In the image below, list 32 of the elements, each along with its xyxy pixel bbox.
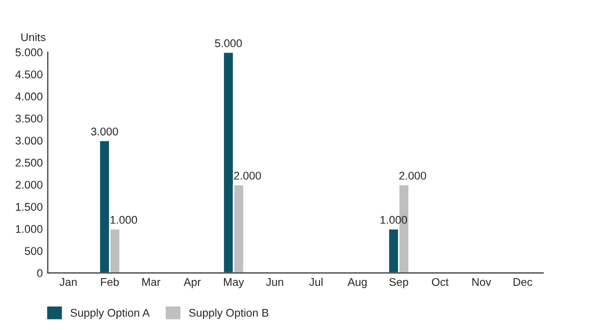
y-tick-label: 2.000: [16, 180, 42, 189]
data-label: 5.000: [214, 39, 242, 48]
x-tick-label: Nov: [472, 278, 492, 286]
x-tick-label: Feb: [101, 278, 119, 286]
data-label: 2.000: [234, 172, 261, 180]
y-tick-label: 4.500: [15, 70, 42, 78]
data-label: 1.000: [380, 216, 408, 224]
legend-label: Supply Option B: [189, 308, 268, 319]
y-tick-label: 2.500: [16, 158, 42, 167]
x-tick-label: Sep: [389, 278, 408, 288]
y-tick-label: 3.000: [16, 136, 42, 145]
y-tick-label: 1.000: [16, 225, 42, 233]
x-tick-label: Apr: [184, 278, 201, 288]
y-tick-label: 1.500: [16, 202, 42, 211]
y-tick-label: 0: [37, 269, 42, 278]
y-axis-title: Units: [21, 32, 46, 42]
x-tick-label: Jan: [60, 278, 77, 286]
y-tick-label: 4.000: [15, 92, 42, 100]
x-tick-label: Aug: [348, 278, 367, 288]
x-tick-label: May: [224, 278, 244, 288]
legend-label: Supply Option A: [70, 308, 150, 319]
x-tick-label: Mar: [142, 278, 160, 286]
data-label: 1.000: [110, 216, 138, 224]
x-tick-label: Jul: [309, 278, 323, 286]
data-label: 2.000: [399, 172, 426, 180]
x-tick-label: Jun: [266, 278, 284, 286]
y-tick-label: 500: [24, 247, 42, 255]
data-label: 3.000: [91, 128, 118, 136]
x-tick-label: Oct: [432, 278, 449, 286]
y-tick-label: 5.000: [16, 48, 42, 56]
y-tick-label: 3.500: [16, 114, 42, 123]
x-tick-label: Dec: [514, 278, 532, 286]
